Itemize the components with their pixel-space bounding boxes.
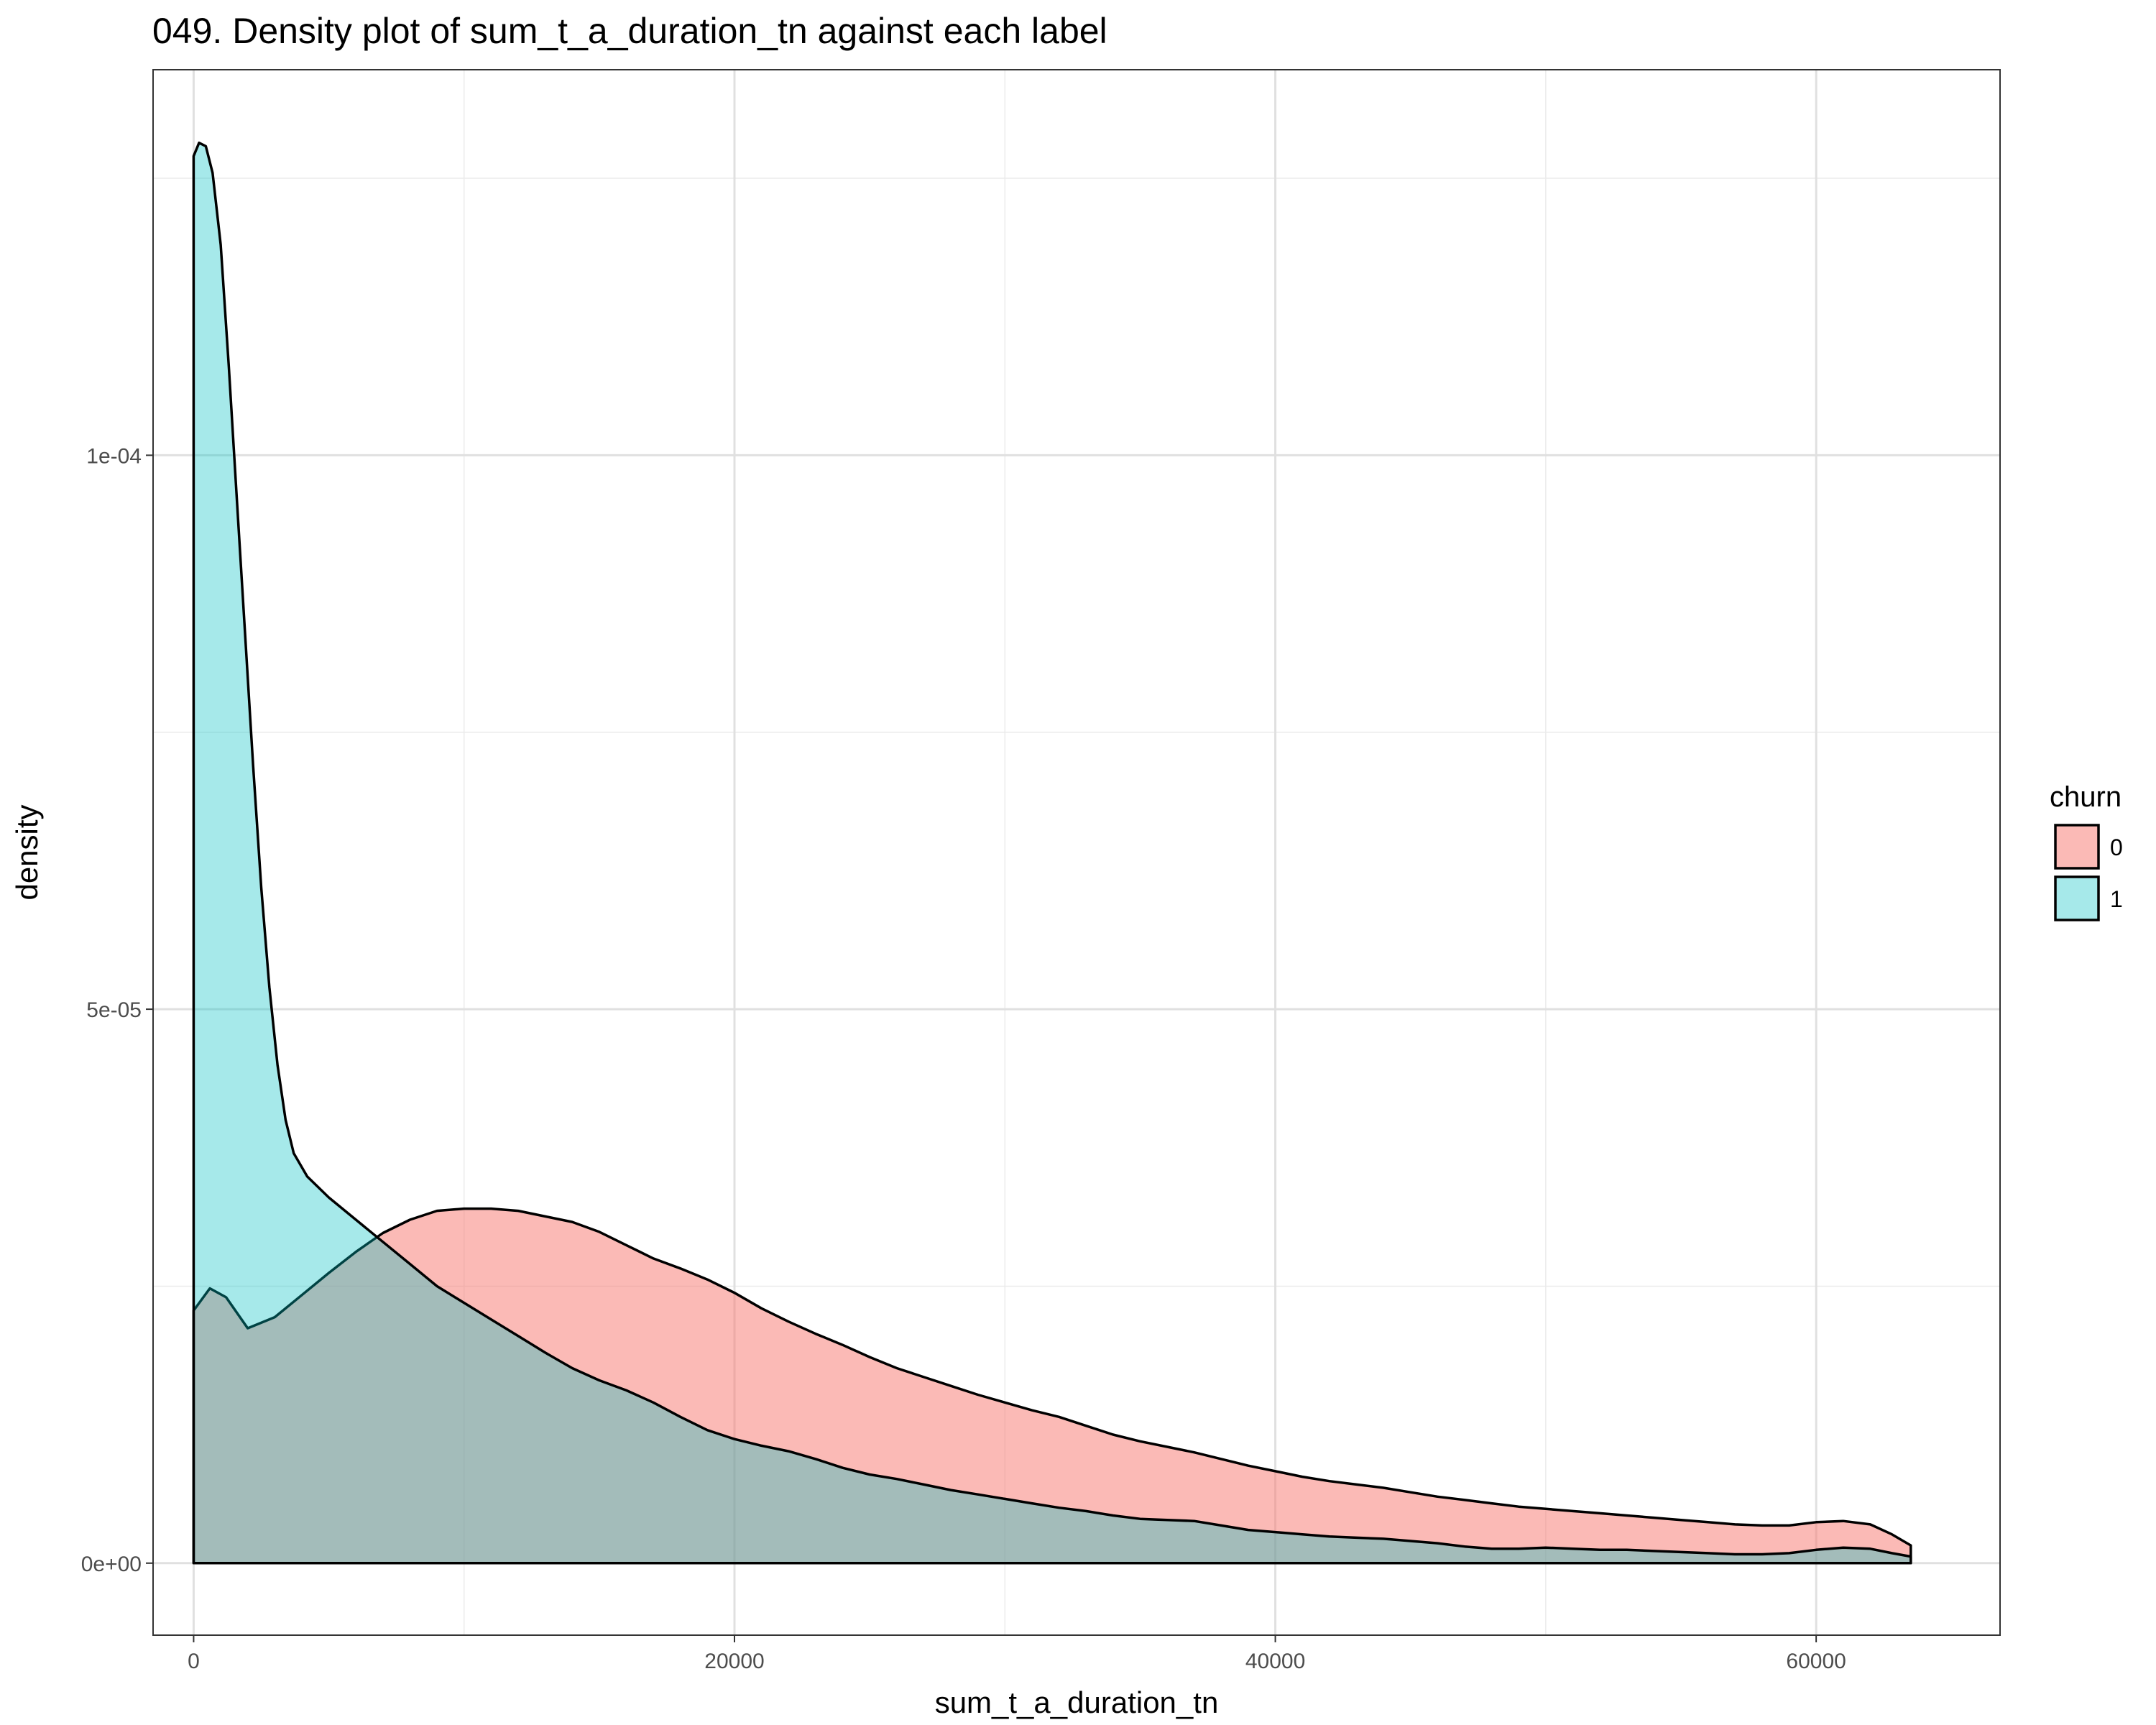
x-axis: 0 20000 40000 60000 (188, 1635, 1846, 1673)
x-tick-label: 40000 (1245, 1650, 1305, 1673)
legend-title: churn (2050, 781, 2122, 813)
y-tick-label: 5e-05 (86, 998, 142, 1022)
density-area-churn-0 (192, 1207, 1912, 1565)
legend-label: 0 (2110, 834, 2123, 860)
chart-title: 049. Density plot of sum_t_a_duration_tn… (152, 11, 1107, 51)
x-tick-label: 0 (188, 1650, 200, 1673)
y-tick-label: 0e+00 (81, 1552, 142, 1576)
legend-label: 1 (2110, 886, 2123, 912)
legend-key-background (2054, 875, 2100, 921)
y-tick-label: 1e-04 (86, 444, 142, 468)
density-areas (192, 141, 1912, 1565)
y-axis: 0e+00 5e-05 1e-04 (81, 444, 153, 1576)
y-axis-title: density (10, 804, 44, 900)
legend: churn 0 1 (2050, 781, 2123, 921)
panel-border (152, 69, 2001, 1636)
x-axis-title: sum_t_a_duration_tn (935, 1685, 1219, 1719)
x-tick-label: 20000 (704, 1650, 764, 1673)
legend-key-churn-0 (2054, 824, 2100, 870)
plot-panel (152, 69, 2001, 1636)
x-tick-label: 60000 (1786, 1650, 1846, 1673)
density-area-churn-1 (192, 141, 1912, 1565)
legend-key-churn-1 (2054, 875, 2100, 921)
